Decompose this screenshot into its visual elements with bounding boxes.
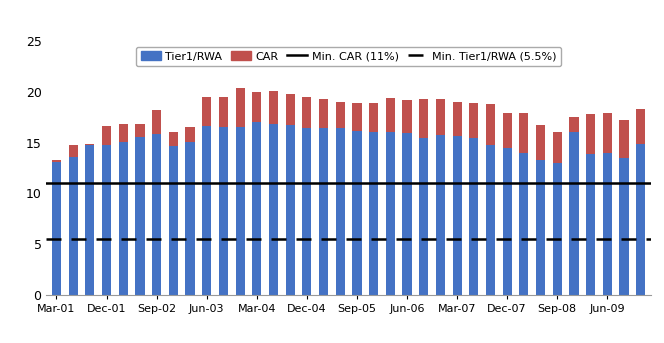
Bar	[269, 125, 278, 295]
Bar	[636, 109, 645, 144]
Bar	[102, 127, 111, 145]
Bar	[486, 104, 495, 145]
Bar	[369, 131, 378, 295]
Bar	[419, 138, 428, 295]
Bar	[202, 97, 211, 127]
Bar	[236, 128, 245, 295]
Bar	[68, 145, 78, 157]
Bar	[586, 114, 595, 154]
Bar	[336, 129, 345, 295]
Bar	[219, 97, 228, 128]
Bar	[569, 131, 578, 295]
Bar	[503, 148, 512, 295]
Bar	[252, 122, 262, 295]
Bar	[469, 103, 478, 138]
Bar	[219, 128, 228, 295]
Bar	[302, 97, 311, 129]
Bar	[386, 131, 395, 295]
Bar	[102, 145, 111, 295]
Bar	[152, 133, 161, 295]
Bar	[85, 144, 94, 145]
Bar	[185, 128, 195, 142]
Bar	[519, 153, 529, 295]
Bar	[436, 99, 445, 134]
Bar	[402, 132, 412, 295]
Bar	[286, 94, 295, 126]
Bar	[68, 157, 78, 295]
Bar	[286, 126, 295, 295]
Bar	[452, 135, 461, 295]
Bar	[52, 160, 61, 162]
Bar	[369, 103, 378, 131]
Bar	[402, 100, 412, 132]
Bar	[319, 129, 328, 295]
Bar	[336, 102, 345, 129]
Bar	[586, 154, 595, 295]
Bar	[620, 158, 629, 295]
Bar	[469, 138, 478, 295]
Bar	[436, 134, 445, 295]
Bar	[353, 103, 361, 130]
Bar	[52, 162, 61, 295]
Bar	[302, 129, 311, 295]
Bar	[386, 98, 395, 131]
Bar	[603, 153, 612, 295]
Bar	[202, 127, 211, 295]
Bar	[119, 125, 128, 142]
Bar	[319, 99, 328, 129]
Bar	[536, 160, 545, 295]
Bar	[536, 126, 545, 160]
Bar	[185, 142, 195, 295]
Bar	[620, 120, 629, 158]
Bar	[135, 125, 145, 137]
Bar	[636, 144, 645, 295]
Bar	[603, 113, 612, 153]
Bar	[135, 137, 145, 295]
Bar	[552, 163, 562, 295]
Bar	[236, 88, 245, 128]
Bar	[353, 130, 361, 295]
Bar	[419, 99, 428, 138]
Bar	[169, 131, 178, 146]
Bar	[85, 145, 94, 295]
Bar	[252, 92, 262, 122]
Bar	[519, 113, 529, 153]
Bar	[452, 102, 461, 135]
Bar	[486, 145, 495, 295]
Bar	[169, 146, 178, 295]
Bar	[503, 113, 512, 148]
Bar	[569, 117, 578, 131]
Bar	[152, 110, 161, 133]
Bar	[269, 91, 278, 125]
Legend: Tier1/RWA, CAR, Min. CAR (11%), Min. Tier1/RWA (5.5%): Tier1/RWA, CAR, Min. CAR (11%), Min. Tie…	[136, 47, 561, 66]
Bar	[552, 131, 562, 163]
Bar	[119, 142, 128, 295]
